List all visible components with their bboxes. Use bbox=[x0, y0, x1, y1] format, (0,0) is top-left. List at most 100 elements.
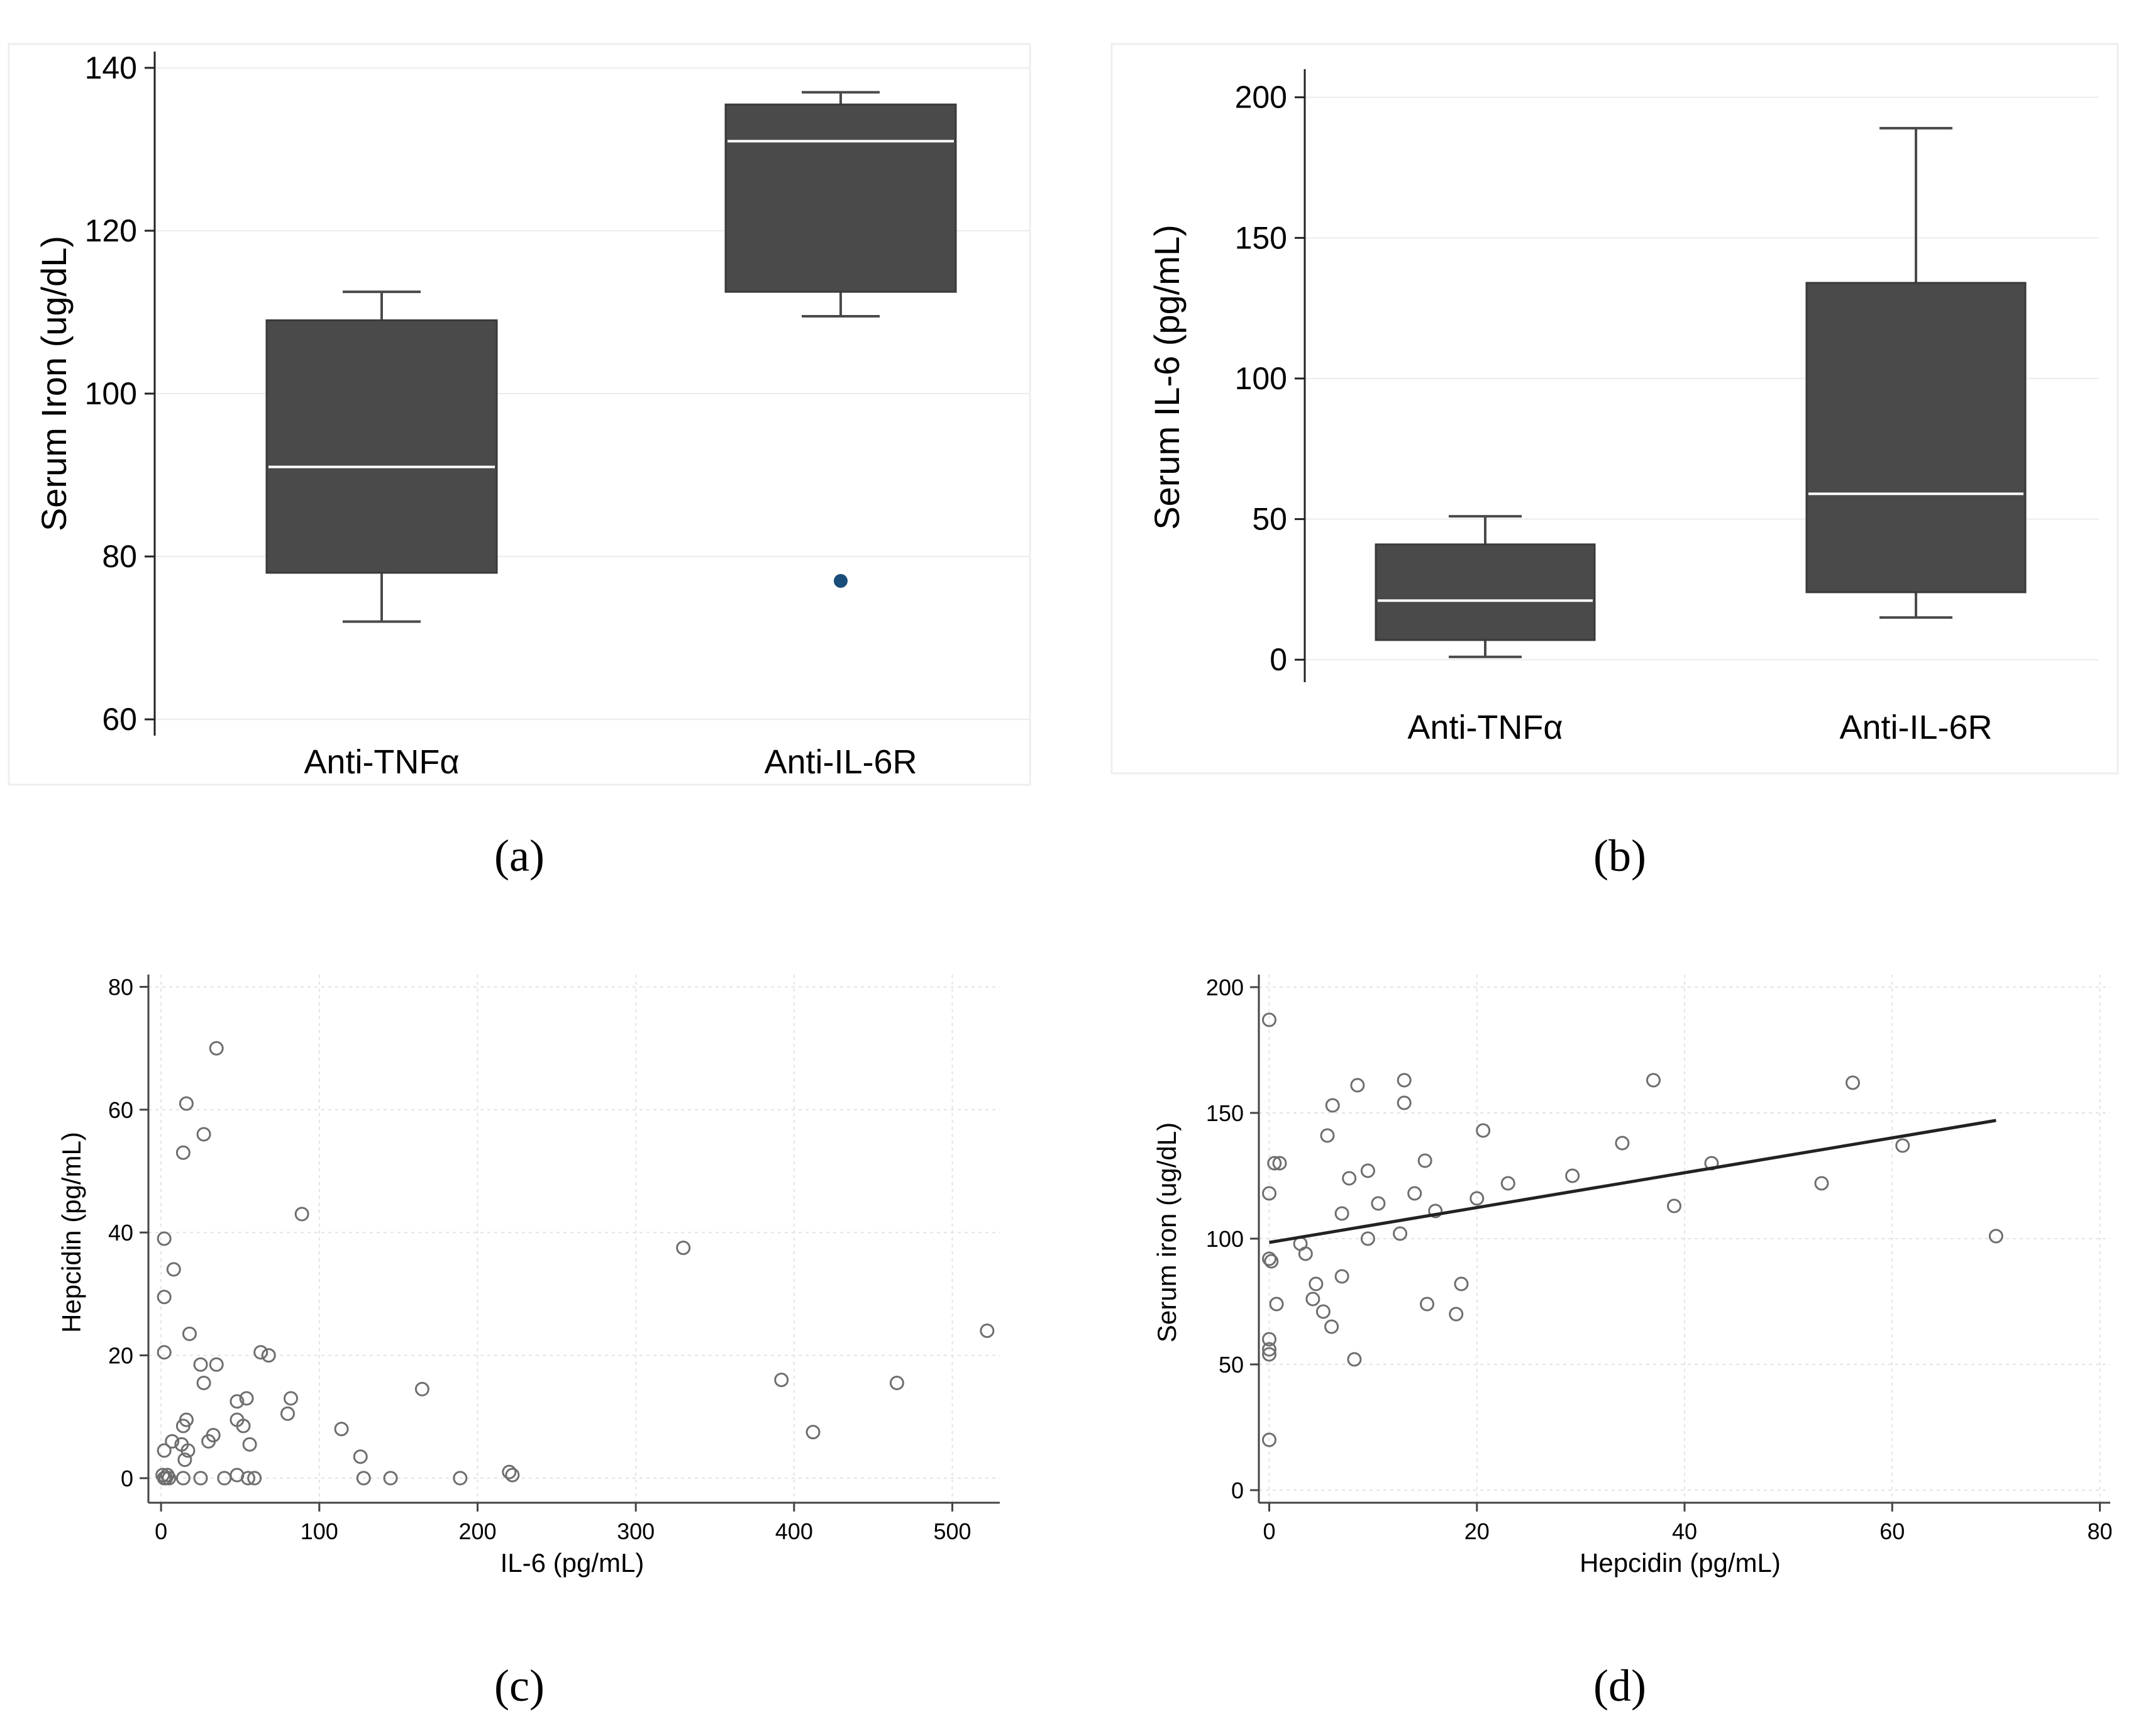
d-data-point bbox=[1449, 1307, 1464, 1322]
panel-d-axes: 0 20 40 60 80 0 50 100 150 200 bbox=[1206, 975, 2113, 1544]
c-data-point bbox=[165, 1434, 180, 1449]
d-data-point bbox=[1476, 1123, 1491, 1138]
panel-a-category-labels: Anti-TNFα Anti-IL-6R bbox=[304, 743, 917, 781]
c-data-point bbox=[253, 1345, 268, 1360]
d-data-point bbox=[1324, 1319, 1339, 1334]
c-data-point bbox=[889, 1376, 904, 1391]
d-data-point bbox=[1845, 1075, 1860, 1090]
d-data-point bbox=[1320, 1128, 1335, 1143]
d-data-point bbox=[1309, 1276, 1324, 1291]
d-data-point bbox=[1615, 1136, 1630, 1151]
c-data-point bbox=[774, 1373, 789, 1388]
panel-b-category-labels: Anti-TNFα Anti-IL-6R bbox=[1407, 709, 1992, 746]
d-x-tick-label: 60 bbox=[1879, 1518, 1905, 1544]
panel-d-x-axis-title: Hepcidin (pg/mL) bbox=[1580, 1548, 1781, 1578]
a-category-label: Anti-TNFα bbox=[304, 743, 459, 781]
d-data-point bbox=[1360, 1163, 1375, 1178]
c-data-point bbox=[242, 1437, 257, 1452]
d-data-point bbox=[1267, 1156, 1282, 1171]
c-data-point bbox=[239, 1391, 254, 1406]
d-y-tick-label: 200 bbox=[1206, 975, 1244, 1000]
c-data-point bbox=[453, 1471, 468, 1486]
c-data-point bbox=[676, 1241, 691, 1256]
c-data-point bbox=[175, 1145, 191, 1160]
b-box-2 bbox=[1805, 126, 2027, 619]
d-data-point bbox=[1262, 1347, 1277, 1362]
c-data-point bbox=[193, 1471, 208, 1486]
d-x-tick-label: 20 bbox=[1464, 1518, 1490, 1544]
d-data-point bbox=[1419, 1296, 1434, 1312]
a-y-tick-label: 100 bbox=[85, 376, 137, 411]
panel-b-serum-il6-boxplot: 0 50 100 150 200 Anti-TNFα Anti-IL-6R Serum I… bbox=[1110, 43, 2119, 881]
d-data-point bbox=[1262, 1186, 1277, 1201]
c-data-point bbox=[353, 1449, 368, 1464]
panel-a-y-axis: 60 80 100 120 140 bbox=[85, 50, 156, 737]
panel-d-iron-vs-hepcidin-scatter: 0 20 40 60 80 0 50 100 150 200 Hepcidin (pg/mL) S… bbox=[1152, 975, 2113, 1711]
b-category-label: Anti-TNFα bbox=[1407, 709, 1563, 746]
panel-c-caption: (c) bbox=[494, 1661, 545, 1711]
panel-a-y-axis-title: Serum Iron (ug/dL) bbox=[34, 236, 74, 531]
d-data-point bbox=[1500, 1176, 1515, 1191]
b-y-tick-label: 200 bbox=[1235, 80, 1287, 115]
c-data-point bbox=[162, 1471, 177, 1486]
d-data-point bbox=[1269, 1296, 1284, 1312]
c-data-point bbox=[414, 1381, 429, 1396]
d-data-point bbox=[1262, 1432, 1277, 1447]
d-y-tick-label: 50 bbox=[1219, 1352, 1244, 1378]
c-data-point bbox=[236, 1418, 251, 1434]
d-data-point bbox=[1666, 1198, 1681, 1214]
a-outlier-point bbox=[834, 573, 848, 588]
d-data-point bbox=[1262, 1251, 1277, 1266]
d-data-point bbox=[1262, 1342, 1277, 1357]
c-data-point bbox=[502, 1464, 517, 1479]
c-data-point bbox=[182, 1326, 197, 1341]
b-y-tick-label: 100 bbox=[1235, 361, 1287, 396]
panel-b-y-axis-title: Serum IL-6 (pg/mL) bbox=[1147, 224, 1187, 530]
a-y-tick-label: 80 bbox=[102, 539, 137, 574]
c-x-tick-label: 400 bbox=[775, 1518, 813, 1544]
panel-c-gridlines bbox=[148, 975, 1000, 1503]
panel-c-axes: 0 100 200 300 400 500 0 20 40 60 80 bbox=[108, 975, 1000, 1544]
a-category-label: Anti-IL-6R bbox=[764, 743, 917, 781]
d-y-tick-label: 100 bbox=[1206, 1226, 1244, 1252]
d-data-point bbox=[1334, 1206, 1349, 1221]
panel-b-y-axis: 0 50 100 150 200 bbox=[1235, 69, 1306, 682]
c-data-point bbox=[261, 1348, 276, 1363]
c-data-point bbox=[284, 1391, 299, 1406]
d-data-point bbox=[1454, 1276, 1469, 1291]
d-data-point bbox=[1262, 1332, 1277, 1347]
c-data-point bbox=[383, 1471, 398, 1486]
b-category-label: Anti-IL-6R bbox=[1839, 709, 1992, 746]
a-box-2 bbox=[724, 91, 957, 588]
c-data-point bbox=[179, 1096, 194, 1111]
c-data-point bbox=[241, 1471, 256, 1486]
c-data-point bbox=[157, 1443, 172, 1458]
panel-b-boxes bbox=[1375, 126, 2027, 658]
b-box-1 bbox=[1375, 515, 1596, 658]
c-y-tick-label: 0 bbox=[121, 1466, 133, 1491]
c-data-point bbox=[157, 1290, 172, 1305]
c-y-tick-label: 40 bbox=[108, 1220, 133, 1246]
a-y-tick-label: 140 bbox=[85, 50, 137, 86]
c-data-point bbox=[247, 1471, 262, 1486]
c-data-point bbox=[980, 1324, 995, 1339]
panel-b-caption: (b) bbox=[1593, 831, 1646, 881]
d-data-point bbox=[1407, 1186, 1422, 1201]
panel-d-fit-line bbox=[1269, 1119, 1996, 1244]
c-y-tick-label: 80 bbox=[108, 975, 133, 1000]
c-data-point bbox=[505, 1468, 520, 1483]
d-data-point bbox=[1325, 1098, 1340, 1113]
c-data-point bbox=[196, 1376, 211, 1391]
c-data-point bbox=[209, 1041, 224, 1056]
c-data-point bbox=[174, 1437, 189, 1452]
d-data-point bbox=[1393, 1226, 1408, 1241]
panel-a-serum-iron-boxplot: 60 80 100 120 140 Anti-TNFα Anti-IL-6R Serum … bbox=[8, 43, 1031, 881]
b-y-tick-label: 0 bbox=[1270, 642, 1287, 677]
d-data-point bbox=[1347, 1352, 1362, 1367]
c-data-point bbox=[805, 1425, 821, 1440]
c-data-point bbox=[209, 1357, 224, 1372]
c-data-point bbox=[193, 1357, 208, 1372]
d-data-point bbox=[1895, 1138, 1910, 1153]
d-data-point bbox=[1470, 1191, 1485, 1206]
c-y-tick-label: 60 bbox=[108, 1097, 133, 1123]
